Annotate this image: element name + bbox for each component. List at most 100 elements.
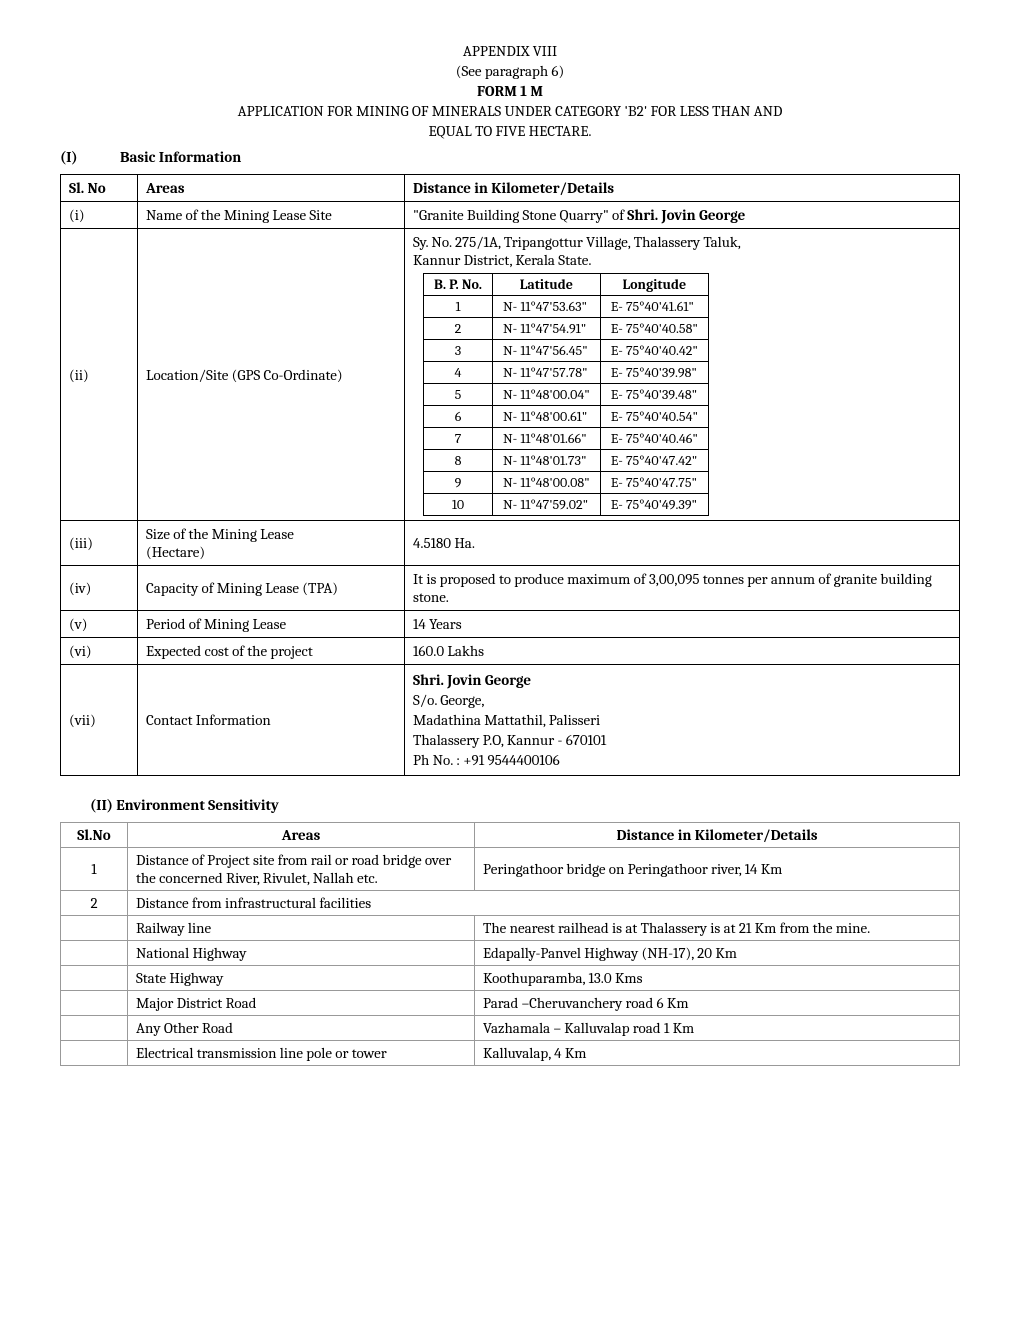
table-row: Any Other RoadVazhamala – Kalluvalap roa… [61, 1016, 960, 1041]
table-row: Railway lineThe nearest railhead is at T… [61, 916, 960, 941]
section-1-num: (I) [60, 148, 120, 166]
table-row: (vii) Contact Information Shri. Jovin Ge… [61, 665, 960, 776]
form-title-line1: APPLICATION FOR MINING OF MINERALS UNDER… [60, 102, 960, 120]
coord-bp: 1 [424, 296, 493, 318]
row-area: Distance from infrastructural facilities [128, 891, 960, 916]
basic-info-table: Sl. No Areas Distance in Kilometer/Detai… [60, 174, 960, 776]
appendix-title: APPENDIX VIII [60, 42, 960, 60]
coords-row: 3N- 11°47'56.45"E- 75°40'40.42" [424, 340, 709, 362]
coord-lat: N- 11°48'01.66" [492, 428, 600, 450]
row-detail: It is proposed to produce maximum of 3,0… [405, 566, 960, 611]
row-sl [61, 1041, 128, 1066]
row-sl [61, 1016, 128, 1041]
coord-lat: N- 11°47'53.63" [492, 296, 600, 318]
table-row: (i) Name of the Mining Lease Site "Grani… [61, 202, 960, 229]
row-area: Distance of Project site from rail or ro… [128, 848, 475, 891]
row-detail: Edapally-Panvel Highway (NH-17), 20 Km [475, 941, 960, 966]
table-row: Electrical transmission line pole or tow… [61, 1041, 960, 1066]
area-line2: (Hectare) [146, 543, 205, 561]
coord-lat: N- 11°47'56.45" [492, 340, 600, 362]
coord-lon: E- 75°40'47.42" [600, 450, 708, 472]
table-row: (ii) Location/Site (GPS Co-Ordinate) Sy.… [61, 229, 960, 521]
row-detail: The nearest railhead is at Thalassery is… [475, 916, 960, 941]
row-area: National Highway [128, 941, 475, 966]
row-detail: Koothuparamba, 13.0 Kms [475, 966, 960, 991]
row-sl: (vi) [61, 638, 138, 665]
section-2-heading: (II) Environment Sensitivity [90, 796, 960, 814]
detail-prefix: "Granite Building Stone Quarry" of [413, 206, 627, 224]
coord-lat: N- 11°48'00.08" [492, 472, 600, 494]
table-row: (v) Period of Mining Lease 14 Years [61, 611, 960, 638]
contact-line: S/o. George, [413, 691, 951, 709]
row-detail: Parad –Cheruvanchery road 6 Km [475, 991, 960, 1016]
row-detail: 14 Years [405, 611, 960, 638]
row-detail: Shri. Jovin George S/o. George, Madathin… [405, 665, 960, 776]
coord-lat: N- 11°47'57.78" [492, 362, 600, 384]
section-1-heading: (I) Basic Information [60, 148, 960, 166]
col-details: Distance in Kilometer/Details [475, 823, 960, 848]
coords-row: 4N- 11°47'57.78"E- 75°40'39.98" [424, 362, 709, 384]
coord-bp: 2 [424, 318, 493, 340]
coords-row: 5N- 11°48'00.04"E- 75°40'39.48" [424, 384, 709, 406]
coord-bp: 8 [424, 450, 493, 472]
coord-lon: E- 75°40'49.39" [600, 494, 708, 516]
coord-bp: 9 [424, 472, 493, 494]
detail-name: Shri. Jovin George [627, 206, 745, 224]
coords-row: 7N- 11°48'01.66"E- 75°40'40.46" [424, 428, 709, 450]
coord-bp: 7 [424, 428, 493, 450]
section-1-title: Basic Information [120, 148, 241, 166]
table-row: National HighwayEdapally-Panvel Highway … [61, 941, 960, 966]
coords-col-lat: Latitude [492, 274, 600, 296]
row-area: Size of the Mining Lease (Hectare) [138, 521, 405, 566]
coord-lat: N- 11°47'54.91" [492, 318, 600, 340]
contact-line: Madathina Mattathil, Palisseri [413, 711, 951, 729]
coord-bp: 3 [424, 340, 493, 362]
row-area: Major District Road [128, 991, 475, 1016]
coord-bp: 5 [424, 384, 493, 406]
coords-row: 8N- 11°48'01.73"E- 75°40'47.42" [424, 450, 709, 472]
row-sl: (v) [61, 611, 138, 638]
contact-line: Ph No. : +91 9544400106 [413, 751, 951, 769]
table-row: (iii) Size of the Mining Lease (Hectare)… [61, 521, 960, 566]
contact-line: Thalassery P.O, Kannur - 670101 [413, 731, 951, 749]
row-sl [61, 941, 128, 966]
row-area: Period of Mining Lease [138, 611, 405, 638]
coord-lon: E- 75°40'40.58" [600, 318, 708, 340]
row-area: Electrical transmission line pole or tow… [128, 1041, 475, 1066]
col-areas: Areas [138, 175, 405, 202]
location-text-line1: Sy. No. 275/1A, Tripangottur Village, Th… [413, 233, 951, 251]
coord-bp: 6 [424, 406, 493, 428]
col-slno: Sl.No [61, 823, 128, 848]
row-area: Capacity of Mining Lease (TPA) [138, 566, 405, 611]
col-details: Distance in Kilometer/Details [405, 175, 960, 202]
table-row: (iv) Capacity of Mining Lease (TPA) It i… [61, 566, 960, 611]
row-area: State Highway [128, 966, 475, 991]
col-slno: Sl. No [61, 175, 138, 202]
coord-lat: N- 11°48'01.73" [492, 450, 600, 472]
row-sl [61, 991, 128, 1016]
row-sl: (iv) [61, 566, 138, 611]
row-detail: 160.0 Lakhs [405, 638, 960, 665]
row-sl [61, 966, 128, 991]
coords-col-bp: B. P. No. [424, 274, 493, 296]
row-detail: Peringathoor bridge on Peringathoor rive… [475, 848, 960, 891]
coord-lon: E- 75°40'40.42" [600, 340, 708, 362]
env-sensitivity-table: Sl.No Areas Distance in Kilometer/Detail… [60, 822, 960, 1066]
coords-table: B. P. No. Latitude Longitude 1N- 11°47'5… [423, 273, 709, 516]
contact-name: Shri. Jovin George [413, 671, 951, 689]
form-number: FORM 1 M [60, 82, 960, 100]
row-area: Expected cost of the project [138, 638, 405, 665]
coords-row: 9N- 11°48'00.08"E- 75°40'47.75" [424, 472, 709, 494]
coord-lon: E- 75°40'41.61" [600, 296, 708, 318]
row-area: Any Other Road [128, 1016, 475, 1041]
coord-lon: E- 75°40'39.48" [600, 384, 708, 406]
coords-row: 10N- 11°47'59.02"E- 75°40'49.39" [424, 494, 709, 516]
coord-lat: N- 11°48'00.04" [492, 384, 600, 406]
table-row: Major District RoadParad –Cheruvanchery … [61, 991, 960, 1016]
row-detail: 4.5180 Ha. [405, 521, 960, 566]
row-detail: "Granite Building Stone Quarry" of Shri.… [405, 202, 960, 229]
col-areas: Areas [128, 823, 475, 848]
row-detail: Kalluvalap, 4 Km [475, 1041, 960, 1066]
table-header-row: Sl. No Areas Distance in Kilometer/Detai… [61, 175, 960, 202]
row-sl: (i) [61, 202, 138, 229]
